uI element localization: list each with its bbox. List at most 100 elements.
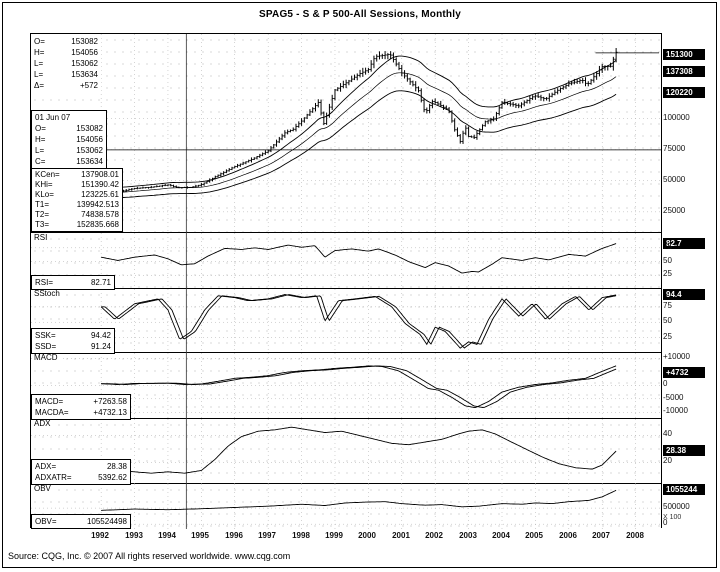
x-axis-label: 1994 xyxy=(158,531,176,540)
chart-title: SPAG5 - S & P 500-All Sessions, Monthly xyxy=(259,9,461,20)
value-row: ADXATR= 5392.62 xyxy=(32,472,130,483)
panel-obv[interactable] xyxy=(31,484,661,529)
value-row: ADX= 28.38 xyxy=(32,461,130,472)
y-axis-label-macd: +4732 xyxy=(663,367,705,378)
y-axis-label-adx: 40 xyxy=(663,429,672,438)
y-axis-label-macd: -5000 xyxy=(663,393,684,402)
x-axis-label: 1993 xyxy=(125,531,143,540)
value-label: T3= xyxy=(35,220,50,229)
value-label: KHi= xyxy=(35,180,53,189)
x-axis-label: 2004 xyxy=(492,531,510,540)
x-axis-label: 1995 xyxy=(191,531,209,540)
sstoch-panel-label: SStoch xyxy=(32,289,62,299)
cursor-date: 01 Jun 07 xyxy=(35,113,71,122)
value-number: 151390.42 xyxy=(81,180,119,189)
value-number: 91.24 xyxy=(90,342,111,351)
value-number: 154056 xyxy=(76,135,103,144)
x-axis-label: 2007 xyxy=(592,531,610,540)
cursor-ohlc-rows: O= 153082 H= 154056 L= 153062 C= 153634 xyxy=(32,123,106,167)
value-row: MACD= +7263.58 xyxy=(32,396,130,407)
x-axis-label: 2002 xyxy=(425,531,443,540)
value-row: L= 153634 xyxy=(31,69,101,80)
y-axis-label-macd: 0 xyxy=(663,379,668,388)
value-row: T2= 74838.578 xyxy=(32,210,122,220)
value-number: 94.42 xyxy=(90,331,111,340)
panel-rsi[interactable] xyxy=(31,233,661,289)
x-axis-label: 1997 xyxy=(258,531,276,540)
x-axis-label: 1999 xyxy=(325,531,343,540)
value-label: MACD= xyxy=(35,397,64,406)
macd-panel-label: MACD xyxy=(32,353,60,363)
x-axis-label: 1996 xyxy=(225,531,243,540)
y-axis-label-price: 75000 xyxy=(663,144,686,153)
value-row: H= 154056 xyxy=(31,47,101,58)
y-axis-label-macd: -10000 xyxy=(663,406,688,415)
value-row: T1= 139942.513 xyxy=(32,200,122,210)
value-number: 105524498 xyxy=(86,517,127,526)
value-label: Δ= xyxy=(34,81,45,90)
value-label: T1= xyxy=(35,200,50,209)
value-number: 28.38 xyxy=(106,462,127,471)
value-label: H= xyxy=(34,48,45,57)
value-row: C= 153634 xyxy=(32,156,106,167)
value-number: 153634 xyxy=(76,157,103,166)
value-label: KLo= xyxy=(35,190,54,199)
value-label: L= xyxy=(35,146,45,155)
panel-price[interactable] xyxy=(31,34,661,233)
x-axis-label: 1998 xyxy=(292,531,310,540)
adx-panel-label: ADX xyxy=(32,419,53,429)
y-axis-label-macd: +10000 xyxy=(663,352,690,361)
obv-plot xyxy=(31,484,661,529)
panel-adx[interactable] xyxy=(31,419,661,484)
value-number: 153082 xyxy=(71,37,98,46)
value-row: OBV= 105524498 xyxy=(32,516,130,527)
value-row: L= 153062 xyxy=(32,145,106,156)
value-number: 137908.01 xyxy=(81,170,119,179)
rsi-value-box: RSI= 82.71 xyxy=(31,275,115,290)
y-axis-label-price: 151300 xyxy=(663,49,705,60)
x-axis-label: 2006 xyxy=(559,531,577,540)
sstoch-value-box: SSK= 94.42 SSD= 91.24 xyxy=(31,328,115,354)
value-number: 5392.62 xyxy=(98,473,127,482)
value-row: T3= 152835.668 xyxy=(32,220,122,230)
macd-plot xyxy=(31,353,661,419)
value-label: L= xyxy=(34,70,44,79)
value-number: 153634 xyxy=(71,70,98,79)
value-number: 153062 xyxy=(71,59,98,68)
y-axis-label-price: 100000 xyxy=(663,113,690,122)
value-number: 139942.513 xyxy=(76,200,119,209)
value-label: O= xyxy=(34,37,45,46)
y-axis-label-obv: 500000 xyxy=(663,502,690,511)
value-row: SSD= 91.24 xyxy=(32,341,114,352)
value-label: ADXATR= xyxy=(35,473,72,482)
right-axis-column: 151300 137308 120220 100000 75000 50000 25000 8… xyxy=(663,33,719,530)
macd-value-box: MACD= +7263.58 MACDA= +4732.13 xyxy=(31,394,131,420)
value-label: KCen= xyxy=(35,170,60,179)
value-number: +7263.58 xyxy=(93,397,127,406)
y-axis-label-rsi: 82.7 xyxy=(663,238,705,249)
value-label: T2= xyxy=(35,210,50,219)
value-row: KHi= 151390.42 xyxy=(32,180,122,190)
value-number: 74838.578 xyxy=(81,210,119,219)
value-row: KLo= 123225.61 xyxy=(32,190,122,200)
panel-macd[interactable] xyxy=(31,353,661,419)
value-row: O= 153082 xyxy=(32,123,106,134)
value-number: 82.71 xyxy=(90,278,111,287)
value-number: +4732.13 xyxy=(93,408,127,417)
y-axis-label-obv: 0 xyxy=(663,518,668,527)
price-plot xyxy=(31,34,661,233)
quote-block: O= 153082 H= 154056 L= 153062 L= 153634 Δ= +572 xyxy=(31,36,101,91)
y-axis-label-rsi: 50 xyxy=(663,256,672,265)
y-axis-label-obv: 1055244 xyxy=(663,484,705,495)
chart-region xyxy=(30,33,662,529)
value-label: H= xyxy=(35,135,46,144)
y-axis-label-price: 25000 xyxy=(663,206,686,215)
x-axis-label: 1992 xyxy=(91,531,109,540)
y-axis-label-sstoch: 25 xyxy=(663,332,672,341)
x-axis-label: 2003 xyxy=(459,531,477,540)
value-row: Δ= +572 xyxy=(31,80,101,91)
cursor-info-box: 01 Jun 07 O= 153082 H= 154056 L= 153062 C= 1536… xyxy=(31,110,107,169)
y-axis-label-sstoch: 94.4 xyxy=(663,289,705,300)
panel-sstoch[interactable] xyxy=(31,289,661,353)
value-number: 152835.668 xyxy=(76,220,119,229)
